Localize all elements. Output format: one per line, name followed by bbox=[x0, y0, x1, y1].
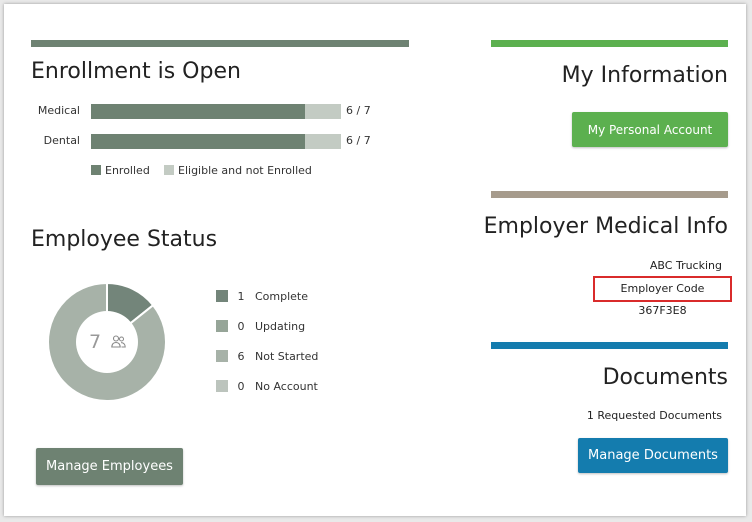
enrollment-bar-track bbox=[91, 134, 341, 149]
status-label: Not Started bbox=[255, 350, 319, 363]
status-label: Updating bbox=[255, 320, 306, 333]
status-count: 1 bbox=[237, 290, 245, 303]
donut-hole bbox=[76, 311, 138, 373]
requested-documents-count: 1 Requested Documents bbox=[586, 409, 722, 422]
employer-medical-title: Employer Medical Info bbox=[483, 214, 728, 239]
enrollment-row-label: Medical bbox=[37, 104, 80, 117]
dashboard-panel: Enrollment is Open Medical 6 / 7 Dental … bbox=[4, 4, 746, 516]
enrollment-title: Enrollment is Open bbox=[31, 59, 241, 84]
my-information-title: My Information bbox=[561, 63, 728, 88]
manage-documents-button[interactable]: Manage Documents bbox=[578, 438, 728, 473]
documents-title: Documents bbox=[602, 365, 728, 390]
enrollment-count: 6 / 7 bbox=[346, 104, 371, 117]
legend-swatch-eligible bbox=[164, 165, 174, 175]
documents-accent-bar bbox=[491, 342, 728, 349]
enrollment-accent-bar bbox=[31, 40, 409, 47]
status-swatch bbox=[216, 380, 228, 392]
status-label: Complete bbox=[255, 290, 309, 303]
status-count: 6 bbox=[237, 350, 245, 363]
status-label: No Account bbox=[255, 380, 318, 393]
status-swatch bbox=[216, 350, 228, 362]
employee-status-donut bbox=[47, 282, 167, 402]
enrollment-row-label: Dental bbox=[43, 134, 80, 147]
status-count: 0 bbox=[237, 380, 245, 393]
status-swatch bbox=[216, 320, 228, 332]
manage-employees-button[interactable]: Manage Employees bbox=[36, 448, 183, 485]
my-information-accent-bar bbox=[491, 40, 728, 47]
legend-swatch-enrolled bbox=[91, 165, 101, 175]
my-personal-account-button[interactable]: My Personal Account bbox=[572, 112, 728, 147]
legend-label-eligible: Eligible and not Enrolled bbox=[178, 164, 312, 177]
employer-medical-accent-bar bbox=[491, 191, 728, 198]
legend-label-enrolled: Enrolled bbox=[105, 164, 150, 177]
enrollment-count: 6 / 7 bbox=[346, 134, 371, 147]
status-count: 0 bbox=[237, 320, 245, 333]
employee-total: 7 bbox=[89, 331, 102, 353]
employee-status-title: Employee Status bbox=[31, 227, 218, 252]
employer-company-name: ABC Trucking bbox=[649, 259, 722, 272]
employer-code-box: Employer Code 367F3E8 bbox=[593, 276, 732, 317]
enrollment-bar-fill bbox=[91, 104, 306, 119]
enrollment-bar-fill bbox=[91, 134, 306, 149]
enrollment-bar-track bbox=[91, 104, 341, 119]
users-icon bbox=[111, 335, 126, 348]
status-swatch bbox=[216, 290, 228, 302]
